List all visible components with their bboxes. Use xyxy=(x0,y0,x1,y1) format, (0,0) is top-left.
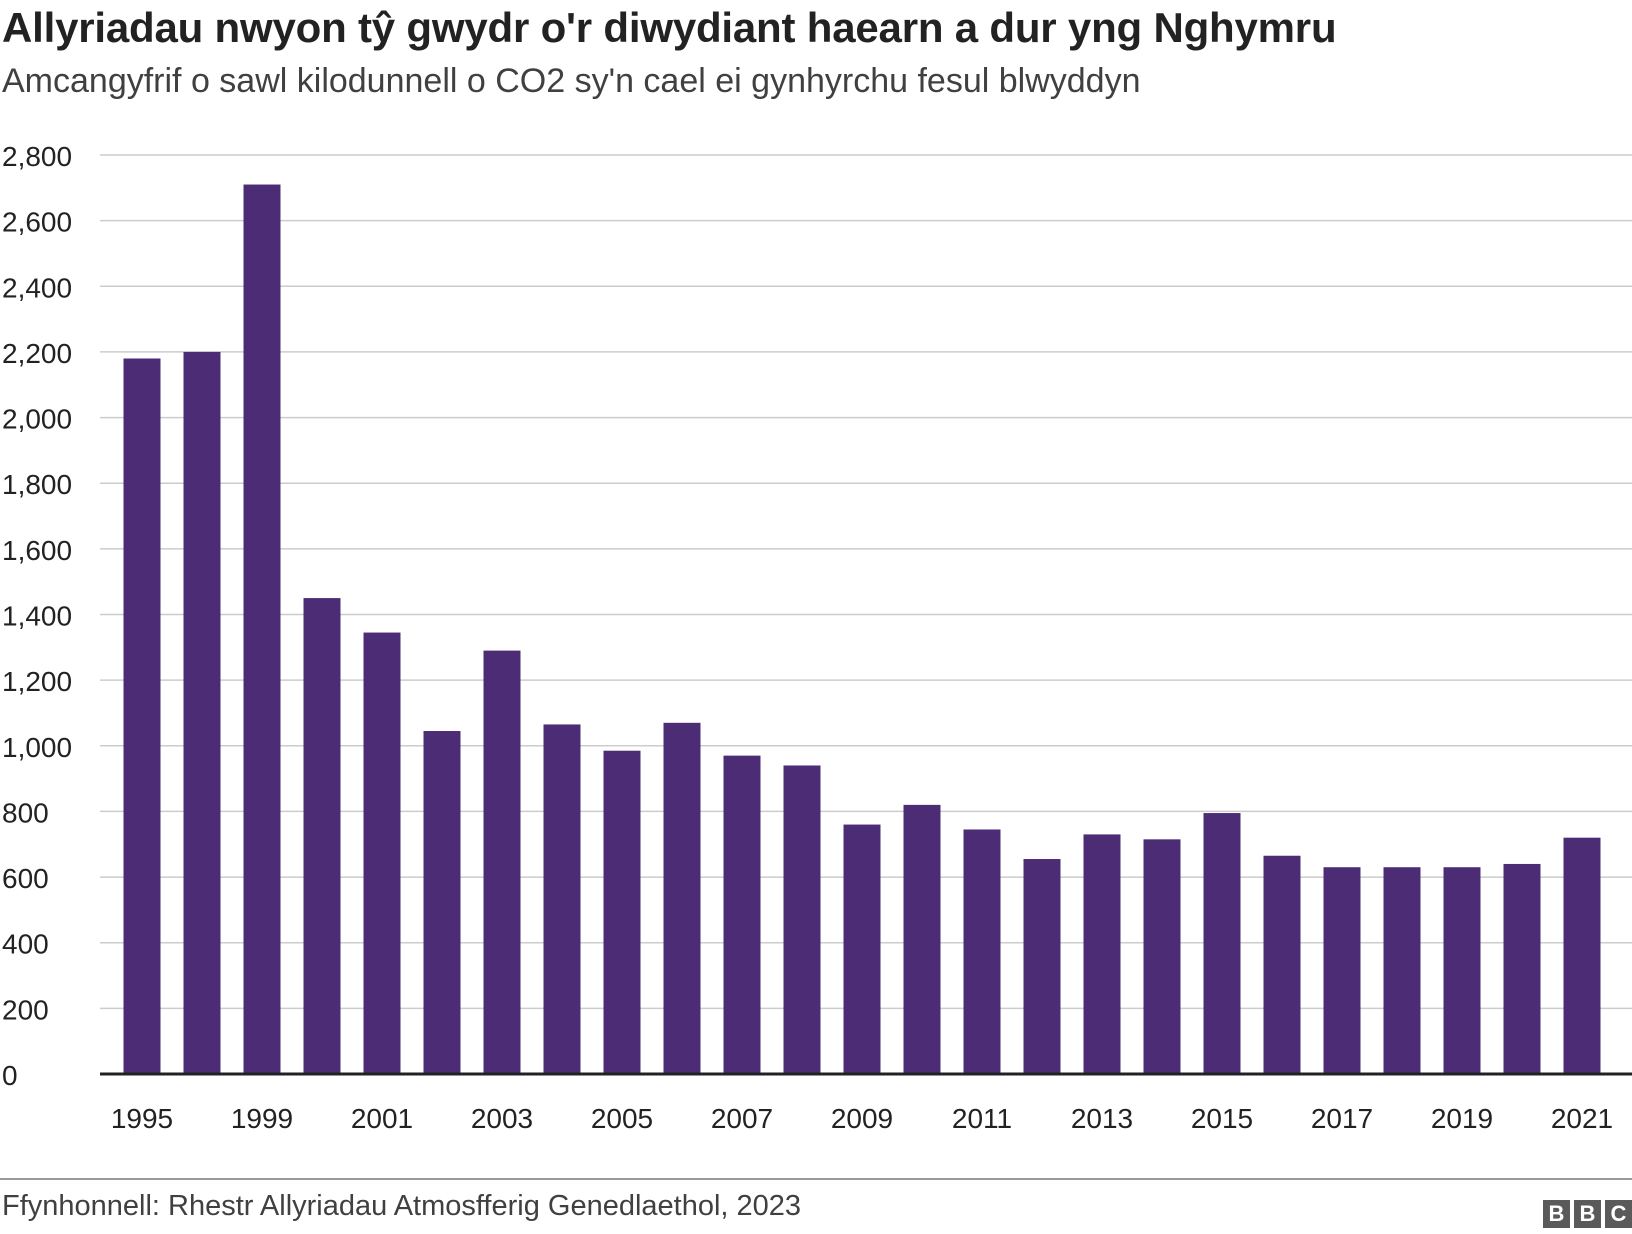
bar-2001 xyxy=(363,632,401,1074)
bar-2014 xyxy=(1143,839,1181,1074)
bar-1995 xyxy=(123,358,161,1074)
y-tick-label: 1,400 xyxy=(2,601,72,632)
y-tick-label: 1,600 xyxy=(2,535,72,566)
bar-2019 xyxy=(1443,867,1481,1074)
bar-2007 xyxy=(723,755,761,1074)
bar-2016 xyxy=(1263,855,1301,1074)
x-tick-label: 2009 xyxy=(831,1103,893,1134)
x-tick-label: 1999 xyxy=(231,1103,293,1134)
footer-divider xyxy=(0,1178,1632,1180)
bars xyxy=(123,184,1601,1074)
logo-letter: B xyxy=(1543,1200,1570,1228)
chart-title: Allyriadau nwyon tŷ gwydr o'r diwydiant … xyxy=(2,4,1337,51)
y-tick-label: 2,800 xyxy=(2,141,72,172)
x-tick-label: 2021 xyxy=(1551,1103,1613,1134)
y-tick-label: 200 xyxy=(2,994,49,1025)
y-tick-label: 1,800 xyxy=(2,469,72,500)
bar-2013 xyxy=(1083,834,1121,1074)
bar-2011 xyxy=(963,829,1001,1074)
bar-2000 xyxy=(303,598,341,1074)
bar-2012 xyxy=(1023,859,1061,1074)
y-tick-label: 2,400 xyxy=(2,272,72,303)
bar-2005 xyxy=(603,750,641,1074)
y-tick-label: 2,200 xyxy=(2,338,72,369)
y-tick-label: 0 xyxy=(2,1060,18,1091)
bar-2006 xyxy=(663,722,701,1074)
x-tick-label: 2005 xyxy=(591,1103,653,1134)
bar-2010 xyxy=(903,804,941,1074)
bar-2018 xyxy=(1383,867,1421,1074)
y-tick-label: 600 xyxy=(2,863,49,894)
y-tick-label: 1,000 xyxy=(2,732,72,763)
bar-1998 xyxy=(183,351,221,1074)
x-tick-label: 1995 xyxy=(111,1103,173,1134)
bar-2003 xyxy=(483,650,521,1074)
bar-2009 xyxy=(843,824,881,1074)
y-tick-label: 800 xyxy=(2,797,49,828)
x-tick-label: 2017 xyxy=(1311,1103,1373,1134)
x-tick-label: 2013 xyxy=(1071,1103,1133,1134)
gridlines xyxy=(100,154,1632,1010)
logo-letter: B xyxy=(1574,1200,1601,1228)
x-axis-tick-labels: 1995 1999 2001 2003 2005 2007 2009 2011 2013 2015… xyxy=(111,1103,1613,1134)
y-tick-label: 1,200 xyxy=(2,666,72,697)
x-tick-label: 2001 xyxy=(351,1103,413,1134)
x-tick-label: 2019 xyxy=(1431,1103,1493,1134)
bar-2020 xyxy=(1503,863,1541,1074)
bar-2015 xyxy=(1203,813,1241,1074)
bar-2008 xyxy=(783,765,821,1074)
x-tick-label: 2011 xyxy=(952,1103,1012,1134)
bar-2002 xyxy=(423,731,461,1074)
y-tick-label: 2,000 xyxy=(2,404,72,435)
bar-2021 xyxy=(1563,837,1601,1074)
bar-chart: 0 200 400 600 800 1,000 1,200 1,400 1,600 1,800 2,… xyxy=(2,141,1632,1134)
bar-2004 xyxy=(543,724,581,1074)
bbc-logo: B B C xyxy=(1543,1200,1632,1228)
bar-2017 xyxy=(1323,867,1361,1074)
source-note: Ffynhonnell: Rhestr Allyriadau Atmosffer… xyxy=(2,1190,802,1222)
logo-letter: C xyxy=(1605,1200,1632,1228)
bar-1999 xyxy=(243,184,281,1074)
y-tick-label: 400 xyxy=(2,929,49,960)
x-tick-label: 2015 xyxy=(1191,1103,1253,1134)
x-tick-label: 2003 xyxy=(471,1103,533,1134)
y-tick-label: 2,600 xyxy=(2,207,72,238)
y-axis-tick-labels: 0 200 400 600 800 1,000 1,200 1,400 1,600 1,800 2,… xyxy=(2,141,72,1091)
chart-subtitle: Amcangyfrif o sawl kilodunnell o CO2 sy'… xyxy=(2,62,1141,100)
x-tick-label: 2007 xyxy=(711,1103,773,1134)
